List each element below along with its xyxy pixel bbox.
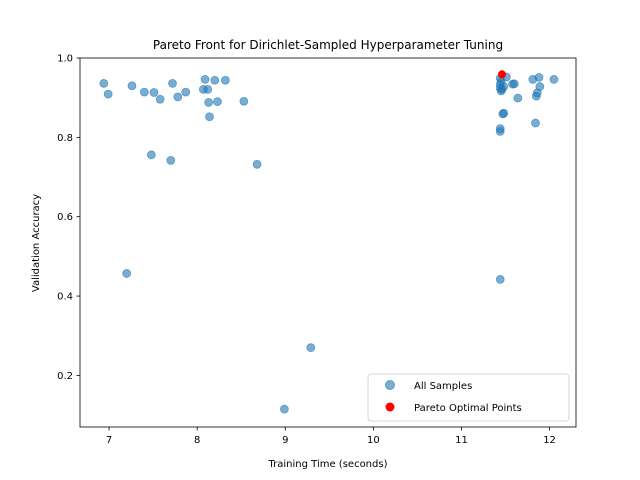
sample-point: [534, 73, 544, 82]
x-tick-label: 7: [106, 435, 112, 446]
sample-point: [279, 404, 289, 414]
plot-points: [99, 70, 559, 414]
sample-point: [495, 274, 505, 284]
sample-point: [146, 150, 156, 160]
sample-point: [181, 87, 191, 97]
sample-point: [535, 82, 545, 91]
sample-point: [103, 89, 113, 99]
y-tick-label: 1.0: [57, 54, 73, 65]
sample-point: [139, 87, 149, 97]
pareto-point: [497, 70, 506, 79]
sample-point: [204, 98, 214, 107]
sample-point: [200, 75, 210, 84]
y-axis-label: Validation Accuracy: [31, 194, 42, 292]
sample-point: [205, 112, 214, 122]
sample-point: [122, 269, 132, 278]
sample-point: [155, 94, 165, 104]
legend-marker-all-samples: [385, 380, 395, 390]
y-tick-label: 0.4: [57, 292, 73, 303]
legend-marker-pareto: [385, 402, 395, 412]
x-tick-label: 10: [367, 435, 380, 446]
sample-point: [99, 78, 109, 88]
x-axis: 7 8 9 10 11 12: [106, 427, 556, 446]
legend: All Samples Pareto Optimal Points: [367, 373, 570, 422]
sample-point: [239, 96, 249, 106]
sample-point: [127, 81, 137, 91]
sample-point: [531, 118, 540, 128]
x-axis-label: Training Time (seconds): [268, 459, 388, 470]
y-axis: 0.2 0.4 0.6 0.8 1.0: [57, 54, 80, 382]
sample-point: [166, 155, 176, 165]
y-tick-label: 0.6: [57, 212, 73, 223]
x-tick-label: 12: [543, 435, 556, 446]
sample-point: [252, 159, 262, 169]
sample-point: [513, 93, 523, 103]
sample-point: [213, 97, 222, 107]
sample-point: [149, 88, 159, 97]
x-tick-label: 8: [194, 435, 200, 446]
series-pareto-optimal: [497, 70, 506, 79]
legend-label-pareto: Pareto Optimal Points: [414, 403, 522, 414]
y-tick-label: 0.2: [57, 371, 73, 382]
sample-point: [168, 78, 177, 88]
legend-box: [367, 373, 570, 422]
chart-title: Pareto Front for Dirichlet-Sampled Hyper…: [153, 38, 503, 52]
sample-point: [173, 92, 183, 102]
sample-point: [220, 75, 230, 85]
sample-point: [499, 108, 509, 118]
x-tick-label: 11: [455, 435, 468, 446]
sample-point: [495, 127, 505, 136]
series-all-samples: [99, 72, 559, 414]
x-tick-label: 9: [282, 435, 288, 446]
legend-label-all-samples: All Samples: [414, 381, 472, 392]
sample-point: [549, 75, 559, 84]
sample-point: [306, 343, 316, 353]
plot-frame: [79, 57, 577, 428]
sample-point: [509, 79, 519, 89]
y-tick-label: 0.8: [57, 133, 73, 144]
sample-point: [203, 84, 213, 94]
sample-point: [499, 82, 509, 91]
sample-point: [210, 75, 220, 85]
